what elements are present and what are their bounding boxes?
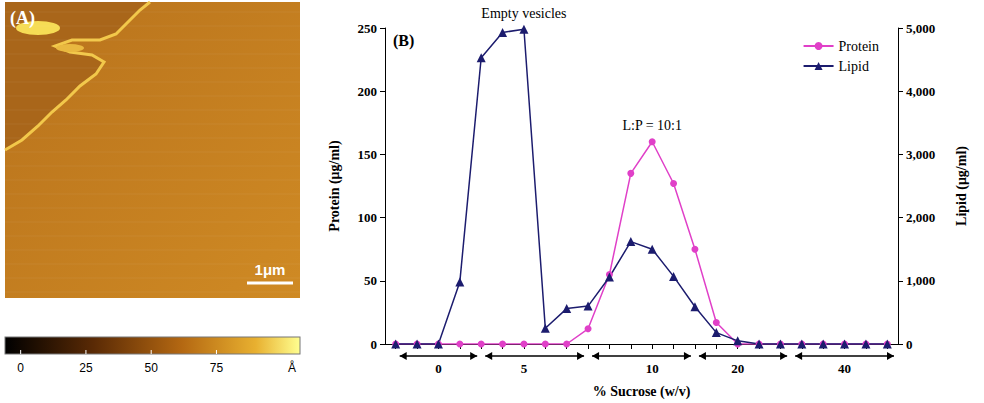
svg-text:200: 200 [358, 84, 378, 99]
svg-text:50: 50 [364, 273, 377, 288]
svg-text:4,000: 4,000 [906, 84, 935, 99]
svg-text:40: 40 [838, 361, 851, 376]
svg-text:150: 150 [358, 147, 378, 162]
svg-text:3,000: 3,000 [906, 147, 935, 162]
svg-text:% Sucrose (w/v): % Sucrose (w/v) [593, 384, 691, 400]
svg-text:(B): (B) [393, 32, 414, 50]
svg-text:Lipid: Lipid [839, 59, 869, 74]
svg-text:1μm: 1μm [255, 261, 286, 278]
svg-text:100: 100 [358, 210, 378, 225]
svg-text:75: 75 [210, 361, 224, 375]
svg-text:20: 20 [731, 361, 744, 376]
svg-text:0: 0 [906, 337, 913, 352]
svg-text:5,000: 5,000 [906, 21, 935, 36]
svg-text:Lipid (μg/ml): Lipid (μg/ml) [954, 146, 970, 226]
svg-text:0: 0 [17, 361, 24, 375]
svg-text:5: 5 [521, 361, 528, 376]
svg-text:Protein (μg/ml): Protein (μg/ml) [327, 140, 343, 232]
svg-text:Å: Å [288, 360, 296, 375]
svg-text:50: 50 [145, 361, 159, 375]
svg-text:L:P = 10:1: L:P = 10:1 [622, 118, 682, 133]
svg-text:1,000: 1,000 [906, 273, 935, 288]
svg-text:10: 10 [646, 361, 659, 376]
svg-text:Protein: Protein [839, 39, 879, 54]
svg-text:(A): (A) [10, 8, 35, 29]
svg-text:0: 0 [435, 361, 442, 376]
svg-text:0: 0 [371, 337, 378, 352]
svg-text:2,000: 2,000 [906, 210, 935, 225]
svg-text:Empty vesicles: Empty vesicles [481, 6, 566, 21]
svg-text:250: 250 [358, 21, 378, 36]
svg-text:25: 25 [79, 361, 93, 375]
